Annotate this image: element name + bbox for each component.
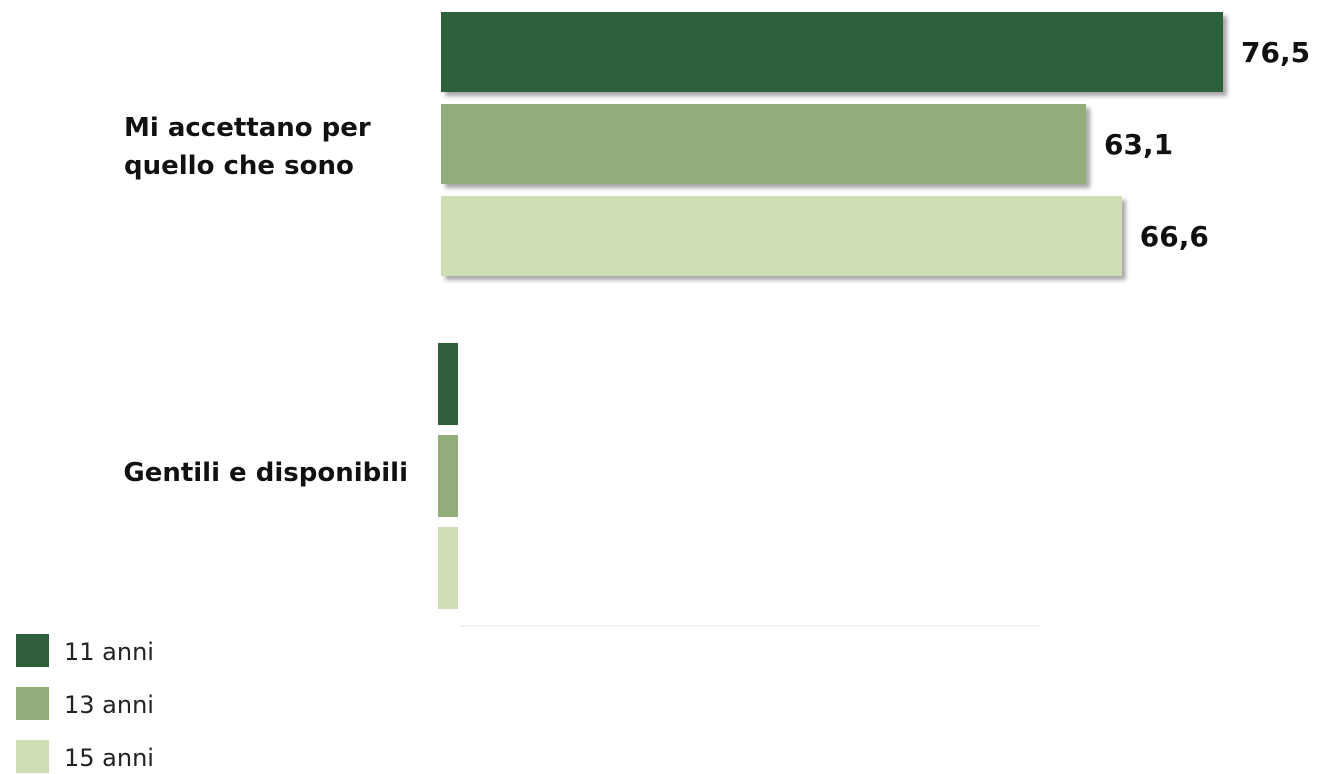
legend-swatch bbox=[16, 687, 49, 720]
legend-label: 15 anni bbox=[64, 744, 154, 772]
category-label: Gentili e disponibili bbox=[123, 458, 408, 488]
bar-2-15-anni bbox=[438, 527, 458, 609]
value-label: 63,1 bbox=[1104, 128, 1173, 161]
category-label: Mi accettano per quello che sono bbox=[124, 113, 371, 181]
bar-1-15-anni bbox=[441, 196, 1122, 276]
legend: 11 anni 13 anni 15 anni bbox=[16, 634, 154, 773]
value-label: 66,6 bbox=[1140, 220, 1209, 253]
bars-group bbox=[438, 12, 1223, 627]
legend-swatch bbox=[16, 634, 49, 667]
legend-label: 11 anni bbox=[64, 638, 154, 666]
category-labels-group: Mi accettano per quello che sono Gentili e… bbox=[123, 113, 408, 488]
legend-swatch bbox=[16, 740, 49, 773]
bar-2-13-anni bbox=[438, 435, 458, 517]
bar-1-13-anni bbox=[441, 104, 1087, 184]
bar-2-11-anni bbox=[438, 343, 458, 425]
value-labels-group: 76,5 63,1 66,6 bbox=[1104, 36, 1310, 253]
bar-1-11-anni bbox=[441, 12, 1223, 92]
legend-label: 13 anni bbox=[64, 691, 154, 719]
value-label: 76,5 bbox=[1241, 36, 1310, 69]
